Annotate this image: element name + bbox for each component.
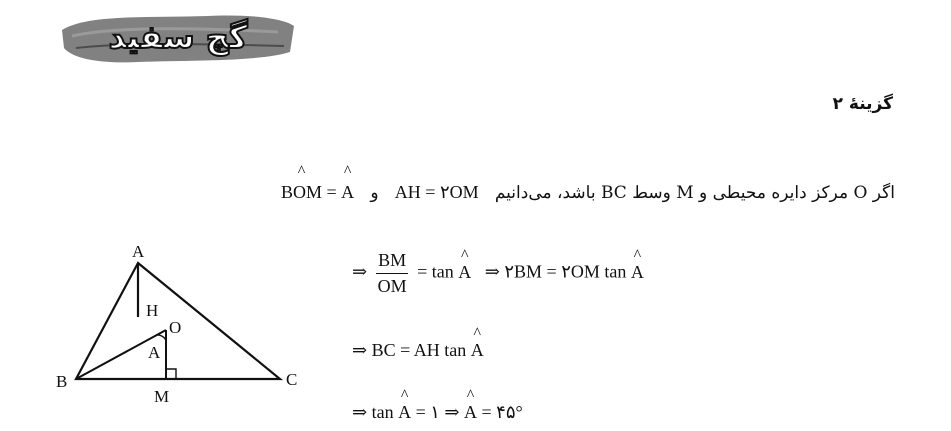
brush-stroke xyxy=(62,15,294,63)
label-c: C xyxy=(286,370,297,389)
statement-text: اگر O مرکز دایره محیطی و M وسط BC باشد، … xyxy=(494,183,895,203)
implies-arrow: ⇒ xyxy=(484,261,500,282)
conjunction: و xyxy=(370,183,379,203)
label-m: M xyxy=(154,387,169,406)
hat-a: A xyxy=(471,340,484,361)
fraction-numerator: BM xyxy=(376,250,409,274)
label-h: H xyxy=(146,301,158,320)
fraction-denominator: OM xyxy=(377,276,407,296)
segment-bo xyxy=(75,329,167,380)
equation-ah: AH = ۲OM xyxy=(394,182,479,202)
logo-text: گچ سفید xyxy=(108,17,248,57)
angle-a: A xyxy=(341,178,354,206)
expr-text: tan xyxy=(371,402,394,422)
triangle-diagram: A B C H O A M xyxy=(56,242,297,406)
implies-arrow: ⇒ xyxy=(352,340,368,360)
hat-a: A xyxy=(464,402,477,423)
brand-logo: گچ سفید xyxy=(58,8,298,66)
right-angle-mark xyxy=(166,368,177,379)
hat-a: A xyxy=(398,402,411,423)
triangle-abc xyxy=(74,261,284,381)
derivation-line-1: ⇒ BM OM = tan A ⇒ ۲BM = ۲OM tan A xyxy=(352,250,644,297)
angle-arc xyxy=(155,334,167,341)
derivation-line-2: ⇒ BC = AH tan A xyxy=(352,340,484,361)
answer-heading: گزینهٔ ۲ xyxy=(832,94,893,114)
label-o: O xyxy=(169,318,181,337)
label-b: B xyxy=(56,372,67,391)
derivation-line-3: ⇒ tan A = ۱ ⇒ A = ۴۵° xyxy=(352,402,523,423)
hat-a: A xyxy=(631,262,644,283)
fraction: BM OM xyxy=(376,250,409,297)
equation-angle: BOM = A xyxy=(281,182,354,202)
expr-text: = tan xyxy=(417,261,454,282)
problem-statement: اگر O مرکز دایره محیطی و M وسط BC باشد، … xyxy=(278,178,895,207)
label-a: A xyxy=(132,242,145,261)
implies-arrow: ⇒ xyxy=(352,261,368,282)
implies-arrow: ⇒ xyxy=(352,402,368,422)
angle-bom: BOM xyxy=(281,178,322,206)
label-angle-a: A xyxy=(148,343,161,362)
hat-a: A xyxy=(458,262,471,283)
expr-text: = ۴۵° xyxy=(481,402,523,422)
expr-text: BC = AH tan xyxy=(371,340,467,360)
expr-text: ۲BM = ۲OM tan xyxy=(504,261,627,282)
expr-text: = ۱ ⇒ xyxy=(415,402,460,422)
